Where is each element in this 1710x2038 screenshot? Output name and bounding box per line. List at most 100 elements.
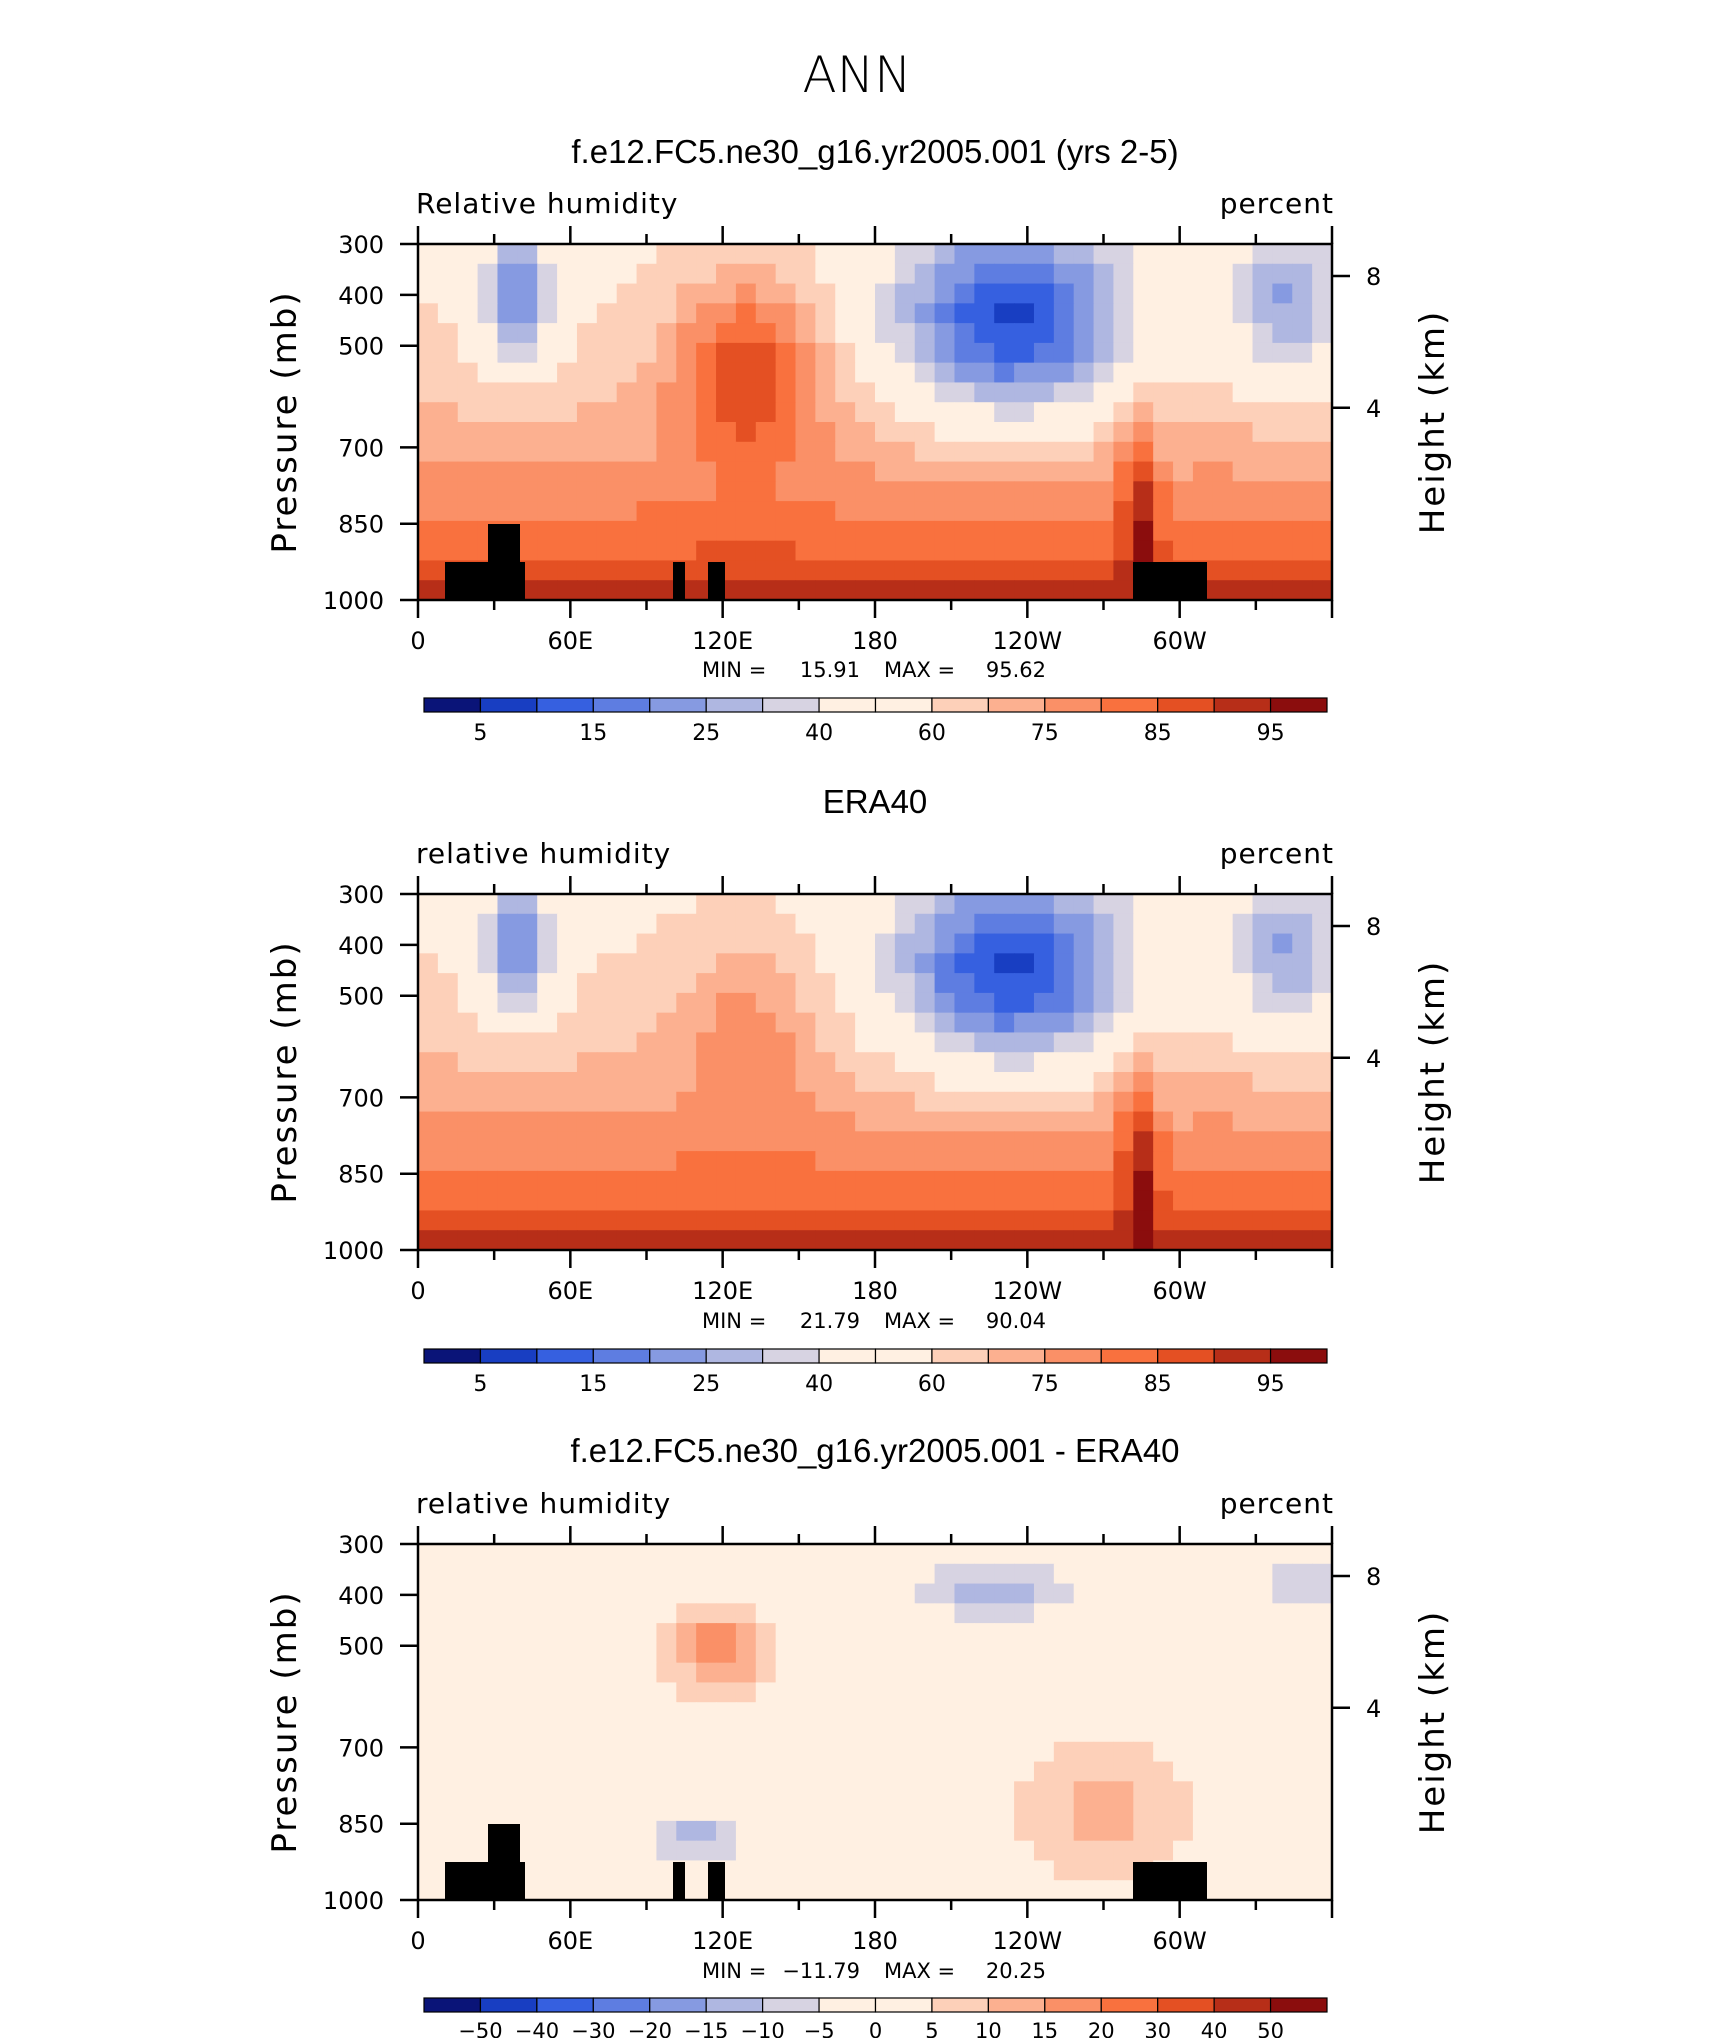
contour-cell xyxy=(974,244,995,265)
contour-cell xyxy=(875,342,896,364)
contour-cell xyxy=(557,1801,578,1822)
units-label: percent xyxy=(1220,1487,1334,1520)
contour-cell xyxy=(616,1111,638,1132)
contour-cell xyxy=(775,894,797,915)
contour-cell xyxy=(676,1682,697,1703)
contour-cell xyxy=(636,1032,658,1053)
contour-cell xyxy=(835,501,856,522)
contour-cell xyxy=(1232,992,1254,1014)
contour-cell xyxy=(1232,1781,1254,1802)
x-tick-label: 120E xyxy=(692,627,753,655)
contour-cell xyxy=(994,1012,1015,1034)
contour-cell xyxy=(894,1012,916,1034)
colorbar-box xyxy=(762,1997,820,2013)
contour-cell xyxy=(1113,1801,1134,1822)
contour-cell xyxy=(576,1880,598,1901)
contour-cell xyxy=(1292,1702,1313,1723)
contour-cell xyxy=(894,422,916,443)
contour-cell xyxy=(994,1781,1015,1802)
contour-cell xyxy=(914,1012,936,1034)
contour-cell xyxy=(537,1210,558,1231)
colorbar-box xyxy=(931,1997,989,2013)
contour-cell xyxy=(1173,1544,1194,1565)
contour-cell xyxy=(497,1012,518,1034)
contour-cell xyxy=(616,323,638,344)
contour-cell xyxy=(576,1761,598,1782)
contour-cell xyxy=(437,1702,459,1723)
colorbar-box xyxy=(1157,1997,1215,2013)
contour-cell xyxy=(1232,263,1254,285)
x-tick-label: 60E xyxy=(547,627,593,655)
contour-cell xyxy=(1272,1662,1293,1684)
contour-cell xyxy=(437,1662,459,1684)
contour-cell xyxy=(418,283,439,304)
contour-cell xyxy=(1232,1151,1254,1172)
contour-cell xyxy=(1014,481,1035,502)
contour-cell xyxy=(835,1722,856,1743)
contour-cell xyxy=(894,1091,916,1113)
contour-cell xyxy=(1014,1012,1035,1034)
contour-cell xyxy=(457,263,479,285)
contour-cell xyxy=(1093,1012,1115,1034)
contour-cell xyxy=(1252,1032,1273,1053)
max-value: 95.62 xyxy=(986,658,1046,682)
contour-cell xyxy=(1312,1170,1333,1192)
contour-cell xyxy=(934,560,956,581)
contour-cell xyxy=(596,1801,618,1822)
contour-cell xyxy=(875,992,896,1014)
contour-cell xyxy=(835,1012,856,1034)
contour-cell xyxy=(1232,1642,1254,1664)
contour-cell xyxy=(934,283,956,304)
contour-cell xyxy=(775,1230,797,1251)
contour-cell xyxy=(1073,501,1095,522)
contour-cell xyxy=(457,1032,479,1053)
contour-cell xyxy=(835,1781,856,1802)
contour-cell xyxy=(1272,1170,1293,1192)
contour-cell xyxy=(517,1682,538,1703)
contour-cell xyxy=(676,973,697,994)
contour-cell xyxy=(994,1190,1015,1212)
contour-cell xyxy=(855,1032,876,1053)
contour-cell xyxy=(1133,973,1154,994)
contour-cell xyxy=(1312,1761,1333,1782)
contour-cell xyxy=(934,244,956,265)
contour-cell xyxy=(557,1111,578,1132)
y-tick-label: 700 xyxy=(338,434,384,462)
contour-cell xyxy=(974,520,995,542)
contour-cell xyxy=(735,441,757,463)
contour-cell xyxy=(954,501,975,522)
contour-cell xyxy=(1014,1781,1035,1802)
contour-cell xyxy=(735,461,757,482)
contour-cell xyxy=(1014,1662,1035,1684)
contour-cell xyxy=(1312,1662,1333,1684)
contour-cell xyxy=(735,580,757,601)
contour-cell xyxy=(596,263,618,285)
contour-cell xyxy=(576,1603,598,1624)
contour-cell xyxy=(1053,1682,1075,1703)
contour-cell xyxy=(735,560,757,581)
contour-cell xyxy=(1153,441,1174,463)
contour-cell xyxy=(418,461,439,482)
contour-cell xyxy=(636,501,658,522)
contour-cell xyxy=(477,402,499,423)
contour-cell xyxy=(775,1151,797,1172)
contour-cell xyxy=(735,422,757,443)
contour-cell xyxy=(656,560,677,581)
contour-cell xyxy=(1252,1860,1273,1881)
contour-cell xyxy=(855,422,876,443)
contour-cell xyxy=(497,1563,518,1585)
contour-cell xyxy=(835,1880,856,1901)
contour-cell xyxy=(954,1230,975,1251)
contour-cell xyxy=(815,362,836,384)
contour-cell xyxy=(1292,1052,1313,1073)
contour-cell xyxy=(974,913,995,935)
contour-cell xyxy=(1033,362,1055,384)
contour-cell xyxy=(974,1012,995,1034)
contour-cell xyxy=(1014,1702,1035,1723)
contour-cell xyxy=(855,1091,876,1113)
contour-cell xyxy=(934,263,956,285)
contour-cell xyxy=(656,1741,677,1763)
contour-cell xyxy=(755,1722,777,1743)
y-tick-label: 300 xyxy=(338,231,384,259)
contour-cell xyxy=(795,1820,816,1842)
